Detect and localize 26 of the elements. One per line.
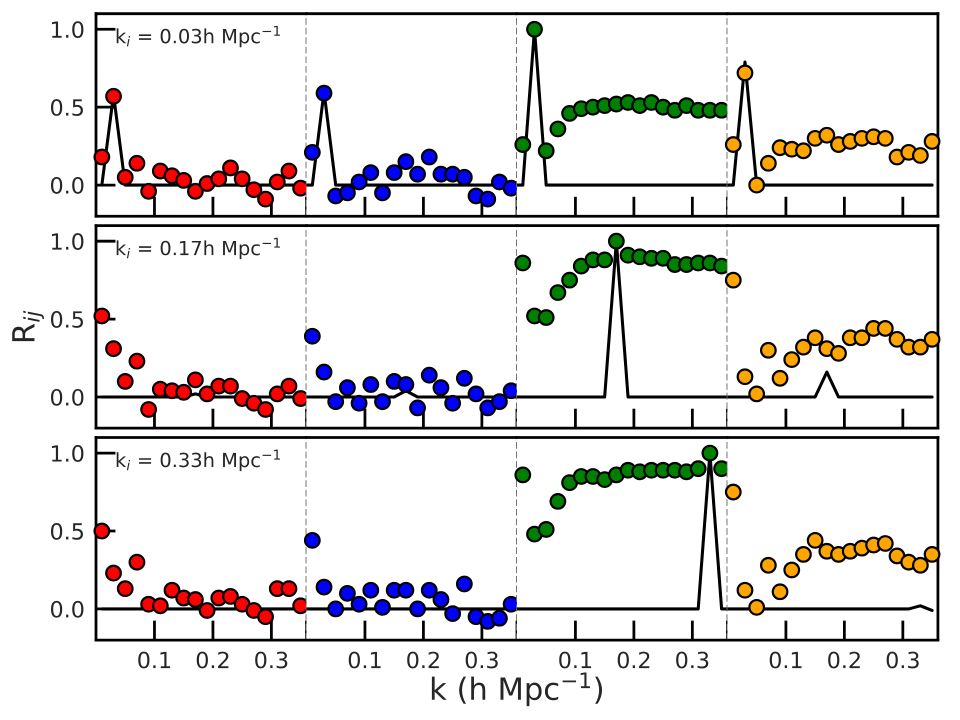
- y-tick-label: 1.0: [52, 445, 84, 462]
- x-tick-label: 0.1: [348, 652, 381, 668]
- x-tick-label: 0.1: [770, 652, 802, 668]
- y-tick-label: 0.5: [51, 522, 83, 540]
- x-tick-label: 0.3: [466, 652, 498, 668]
- x-tick-label: 0.2: [407, 652, 439, 668]
- y-tick-label: 1.0: [52, 21, 84, 38]
- x-tick-label: 0.3: [255, 652, 288, 668]
- x-tick-label: 0.3: [676, 652, 708, 668]
- x-tick-label: 0.2: [618, 652, 650, 668]
- x-tick-label: 0.2: [196, 652, 228, 668]
- x-axis-title: k (h Mpc$^{−1}$): [432, 672, 602, 706]
- annotation: k$_{i}$ = 0.17h Mpc$^{−1}$: [116, 238, 280, 260]
- y-tick-label: 0.0: [51, 600, 84, 618]
- x-tick-label: 0.3: [886, 652, 919, 668]
- y-tick-label: 0.5: [51, 99, 83, 116]
- y-tick-label: 0.0: [51, 388, 84, 406]
- annotation: k$_{i}$ = 0.03h Mpc$^{−1}$: [116, 26, 280, 48]
- x-tick-label: 0.1: [138, 652, 170, 668]
- y-tick-label: 0.5: [51, 311, 83, 328]
- y-axis-title: R$_{ij}$: [12, 310, 44, 342]
- y-tick-label: 0.0: [51, 177, 84, 194]
- annotation: k$_{i}$ = 0.33h Mpc$^{−1}$: [116, 450, 280, 472]
- x-tick-label: 0.1: [559, 652, 592, 668]
- y-tick-label: 1.0: [52, 233, 84, 250]
- x-tick-label: 0.2: [828, 652, 860, 668]
